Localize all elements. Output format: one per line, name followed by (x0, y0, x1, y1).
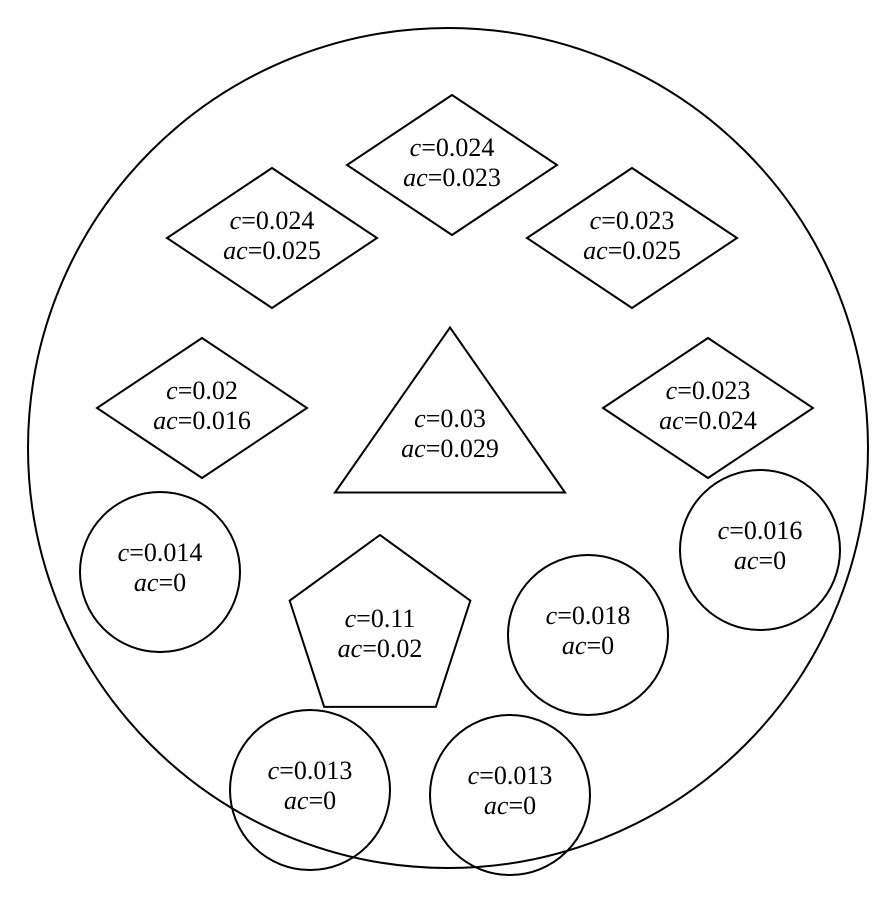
ac-value-d-mid-right: ac=0.024 (659, 406, 757, 435)
ac-value-circ-mid-r: ac=0 (562, 631, 614, 660)
ac-value-tri-center: ac=0.029 (401, 434, 499, 463)
ac-value-circ-right-u: ac=0 (734, 546, 786, 575)
c-value-tri-center: c=0.03 (414, 404, 486, 433)
c-value-circ-bot-l: c=0.013 (268, 756, 353, 785)
c-value-circ-mid-r: c=0.018 (546, 601, 631, 630)
node-label-d-mid-left: c=0.02ac=0.016 (153, 376, 251, 435)
c-value-circ-bot-r: c=0.013 (468, 761, 553, 790)
ac-value-d-top-right: ac=0.025 (583, 236, 681, 265)
node-label-circ-mid-r: c=0.018ac=0 (546, 601, 631, 660)
c-value-d-mid-right: c=0.023 (666, 376, 751, 405)
c-value-circ-left: c=0.014 (118, 538, 203, 567)
node-label-d-mid-right: c=0.023ac=0.024 (659, 376, 757, 435)
c-value-d-top: c=0.024 (410, 133, 495, 162)
node-label-circ-left: c=0.014ac=0 (118, 538, 203, 597)
node-label-circ-bot-r: c=0.013ac=0 (468, 761, 553, 820)
node-label-circ-bot-l: c=0.013ac=0 (268, 756, 353, 815)
node-label-circ-right-u: c=0.016ac=0 (718, 516, 803, 575)
c-value-circ-right-u: c=0.016 (718, 516, 803, 545)
node-label-d-top: c=0.024ac=0.023 (403, 133, 501, 192)
c-value-d-mid-left: c=0.02 (166, 376, 238, 405)
c-value-d-top-left: c=0.024 (230, 206, 315, 235)
ac-value-pent-low: ac=0.02 (338, 634, 423, 663)
ac-value-d-top: ac=0.023 (403, 163, 501, 192)
c-value-pent-low: c=0.11 (345, 604, 416, 633)
node-label-d-top-right: c=0.023ac=0.025 (583, 206, 681, 265)
node-label-d-top-left: c=0.024ac=0.025 (223, 206, 321, 265)
c-value-d-top-right: c=0.023 (590, 206, 675, 235)
ac-value-circ-left: ac=0 (134, 568, 186, 597)
ac-value-d-top-left: ac=0.025 (223, 236, 321, 265)
ac-value-circ-bot-r: ac=0 (484, 791, 536, 820)
node-label-pent-low: c=0.11ac=0.02 (338, 604, 423, 663)
ac-value-d-mid-left: ac=0.016 (153, 406, 251, 435)
diagram-canvas: c=0.024ac=0.023c=0.024ac=0.025c=0.023ac=… (0, 0, 896, 897)
node-label-tri-center: c=0.03ac=0.029 (401, 404, 499, 463)
ac-value-circ-bot-l: ac=0 (284, 786, 336, 815)
